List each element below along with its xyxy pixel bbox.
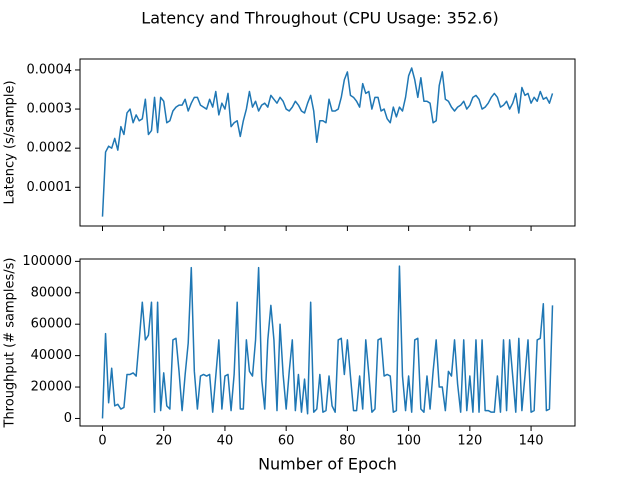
y-tick-label: 0 <box>64 411 72 426</box>
y-tick-label: 20000 <box>31 380 72 395</box>
x-tick-label: 140 <box>519 434 544 449</box>
x-tick-label: 60 <box>278 434 295 449</box>
y-tick-label: 40000 <box>31 348 72 363</box>
data-line <box>101 265 554 419</box>
x-tick-label: 20 <box>155 434 172 449</box>
x-tick-label: 0 <box>98 434 106 449</box>
x-axis-label: Number of Epoch <box>258 455 397 474</box>
x-tick-label: 100 <box>396 434 421 449</box>
data-line <box>101 67 554 217</box>
figure-title: Latency and Throughout (CPU Usage: 352.6… <box>141 9 498 28</box>
x-tick-label: 40 <box>217 434 234 449</box>
y-tick-label: 60000 <box>31 317 72 332</box>
y-tick-label: 0.0003 <box>27 102 73 117</box>
x-tick-label: 80 <box>339 434 356 449</box>
axes-frame <box>79 58 576 227</box>
axes-frame <box>79 258 576 427</box>
y-axis-label: Throughput (# samples/s) <box>3 257 18 428</box>
y-tick-label: 0.0002 <box>27 141 73 156</box>
y-tick-label: 0.0001 <box>27 180 73 195</box>
y-axis-label: Latency (s/sample) <box>3 80 18 204</box>
x-tick-label: 120 <box>457 434 482 449</box>
y-tick-label: 80000 <box>31 285 72 300</box>
y-tick-label: 0.0004 <box>27 62 73 77</box>
y-tick-label: 100000 <box>22 254 72 269</box>
